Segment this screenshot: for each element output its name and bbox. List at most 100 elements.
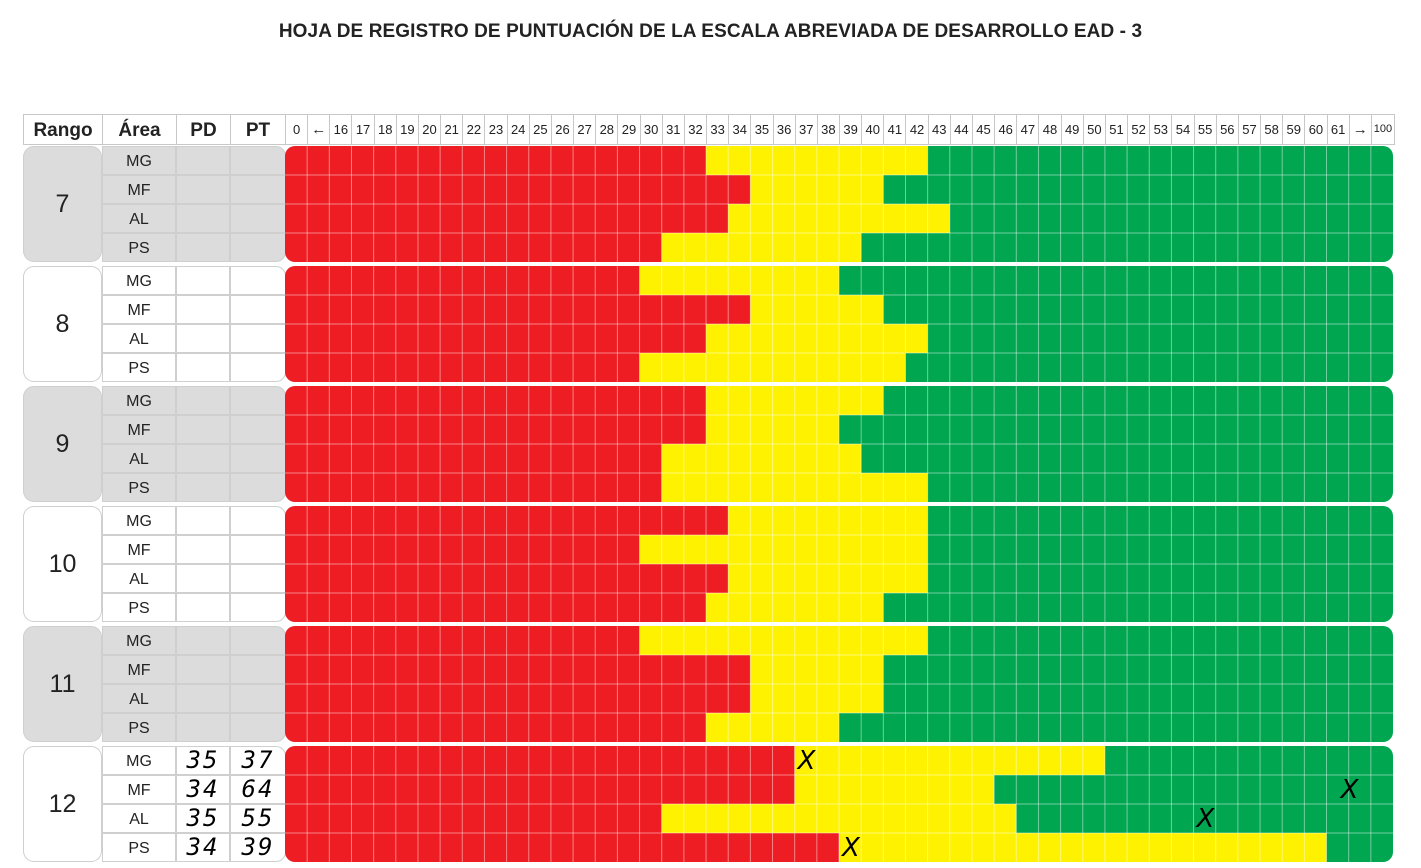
score-grid-12 <box>285 746 1393 862</box>
pt-cell[interactable] <box>230 175 286 204</box>
scale-label: 18 <box>375 115 397 144</box>
area-cell: MG <box>102 266 176 295</box>
range-band-9: 9 MG MF AL PS <box>23 386 286 502</box>
pd-cell[interactable] <box>176 233 230 262</box>
pd-cell[interactable] <box>176 146 230 175</box>
red-zone <box>285 324 707 353</box>
red-zone <box>285 175 751 204</box>
area-cell: PS <box>102 833 176 862</box>
pd-cell[interactable]: 35 <box>176 746 230 775</box>
area-cell: AL <box>102 324 176 353</box>
pd-cell[interactable] <box>176 713 230 742</box>
pt-cell[interactable] <box>230 324 286 353</box>
red-zone <box>285 564 729 593</box>
pt-cell[interactable] <box>230 684 286 713</box>
pd-cell[interactable] <box>176 655 230 684</box>
yellow-zone <box>750 684 884 713</box>
yellow-zone <box>706 146 928 175</box>
pd-cell[interactable] <box>176 626 230 655</box>
pd-cell[interactable] <box>176 415 230 444</box>
pt-cell[interactable] <box>230 353 286 382</box>
pd-cell[interactable] <box>176 564 230 593</box>
scale-label: 47 <box>1017 115 1040 144</box>
area-cell: PS <box>102 353 176 382</box>
green-zone <box>927 506 1393 535</box>
pd-cell[interactable] <box>176 535 230 564</box>
scale-label: 46 <box>995 115 1018 144</box>
area-cell: AL <box>102 684 176 713</box>
pt-cell[interactable] <box>230 593 286 622</box>
yellow-zone <box>661 444 862 473</box>
pd-cell[interactable] <box>176 324 230 353</box>
red-zone <box>285 746 795 775</box>
pd-cell[interactable] <box>176 506 230 535</box>
pt-cell[interactable] <box>230 146 286 175</box>
pd-cell[interactable] <box>176 295 230 324</box>
pd-cell[interactable] <box>176 386 230 415</box>
score-grid-svg <box>285 146 1393 262</box>
range-band-7: 7 MG MF AL PS <box>23 146 286 262</box>
red-zone <box>285 444 662 473</box>
red-zone <box>285 833 839 862</box>
pt-cell[interactable]: 64 <box>230 775 286 804</box>
pd-cell[interactable] <box>176 684 230 713</box>
area-cell: MF <box>102 775 176 804</box>
green-zone <box>994 775 1393 804</box>
score-grid-10 <box>285 506 1393 622</box>
pt-cell[interactable] <box>230 713 286 742</box>
pd-cell[interactable] <box>176 593 230 622</box>
score-mark: X <box>797 746 816 776</box>
yellow-zone <box>706 713 839 742</box>
score-grid-7 <box>285 146 1393 262</box>
pt-cell[interactable] <box>230 204 286 233</box>
pt-cell[interactable]: 39 <box>230 833 286 862</box>
pt-cell[interactable]: 55 <box>230 804 286 833</box>
green-zone <box>905 353 1393 382</box>
pt-cell[interactable] <box>230 473 286 502</box>
scale-label: 0 <box>286 115 309 144</box>
pt-cell[interactable] <box>230 626 286 655</box>
pt-cell[interactable] <box>230 564 286 593</box>
yellow-zone <box>639 353 906 382</box>
pt-cell[interactable]: 37 <box>230 746 286 775</box>
area-cell: AL <box>102 804 176 833</box>
scale-label: 57 <box>1239 115 1262 144</box>
pt-cell[interactable] <box>230 444 286 473</box>
pt-cell[interactable] <box>230 266 286 295</box>
scale-label: 28 <box>596 115 619 144</box>
pt-cell[interactable] <box>230 415 286 444</box>
green-zone <box>861 233 1393 262</box>
red-zone <box>285 266 640 295</box>
area-cell: PS <box>102 593 176 622</box>
pt-cell[interactable] <box>230 655 286 684</box>
yellow-zone <box>639 626 928 655</box>
pd-cell[interactable] <box>176 473 230 502</box>
yellow-zone <box>706 386 884 415</box>
yellow-zone <box>728 506 928 535</box>
pt-cell[interactable] <box>230 535 286 564</box>
header-pd: PD <box>176 114 231 145</box>
scale-label: 59 <box>1283 115 1306 144</box>
pd-cell[interactable] <box>176 204 230 233</box>
yellow-zone <box>728 564 928 593</box>
pd-cell[interactable] <box>176 266 230 295</box>
red-zone <box>285 353 640 382</box>
red-zone <box>285 415 707 444</box>
pd-cell[interactable] <box>176 353 230 382</box>
yellow-zone <box>639 535 928 564</box>
pd-cell[interactable]: 34 <box>176 775 230 804</box>
pd-cell[interactable] <box>176 444 230 473</box>
pd-cell[interactable]: 34 <box>176 833 230 862</box>
pt-cell[interactable] <box>230 295 286 324</box>
pt-cell[interactable] <box>230 233 286 262</box>
pd-cell[interactable] <box>176 175 230 204</box>
red-zone <box>285 684 751 713</box>
pt-cell[interactable] <box>230 506 286 535</box>
rango-cell: 11 <box>23 626 102 742</box>
pd-cell[interactable]: 35 <box>176 804 230 833</box>
yellow-zone <box>750 175 884 204</box>
scale-label: 17 <box>352 115 375 144</box>
rango-cell: 7 <box>23 146 102 262</box>
pt-cell[interactable] <box>230 386 286 415</box>
red-zone <box>285 204 729 233</box>
